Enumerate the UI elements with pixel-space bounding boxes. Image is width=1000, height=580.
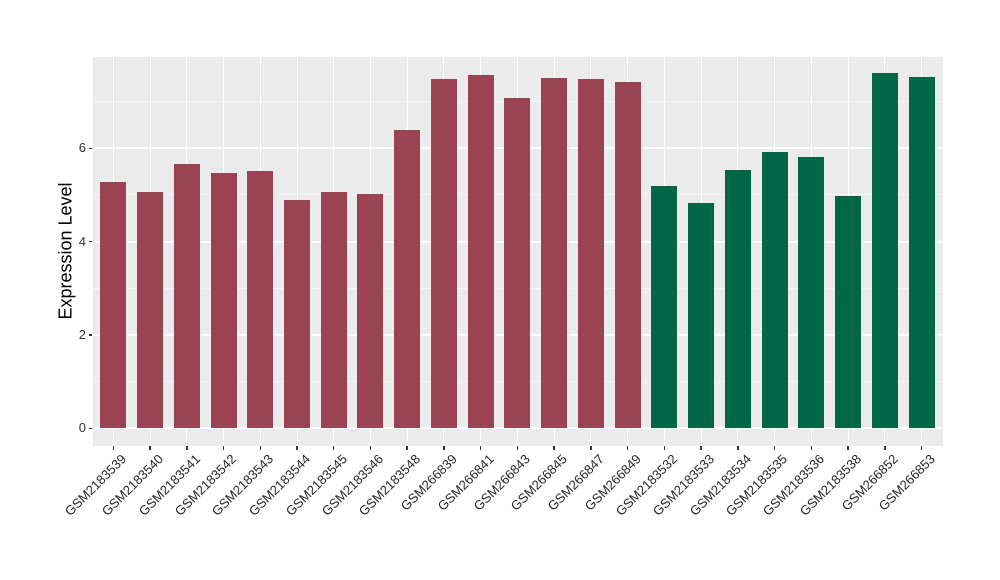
y-tick-mark xyxy=(88,334,92,336)
x-tick-mark xyxy=(369,446,372,450)
x-tick-mark xyxy=(737,446,739,450)
x-tick-mark xyxy=(112,446,115,450)
y-tick-mark xyxy=(88,240,92,243)
x-tick-mark xyxy=(332,446,335,450)
bar-GSM2183534 xyxy=(724,170,751,429)
y-tick-label: 0 xyxy=(78,420,86,436)
x-tick-mark xyxy=(810,446,813,450)
major-gridline xyxy=(93,427,943,430)
x-tick-mark xyxy=(920,446,923,450)
bar-GSM2183546 xyxy=(357,194,384,429)
x-tick-mark xyxy=(222,446,225,450)
x-tick-mark xyxy=(443,446,445,450)
y-tick-mark xyxy=(88,147,92,150)
y-tick-label: 4 xyxy=(78,233,86,249)
bar-GSM2183536 xyxy=(798,156,825,429)
bar-GSM2183548 xyxy=(394,130,421,429)
bar-GSM266839 xyxy=(430,79,457,429)
x-tick-mark xyxy=(259,446,261,450)
x-tick-mark xyxy=(516,446,519,450)
x-tick-mark xyxy=(590,446,592,450)
x-tick-mark xyxy=(149,446,151,450)
bar-GSM266843 xyxy=(504,98,531,429)
plot-panel xyxy=(93,57,943,446)
bar-GSM2183544 xyxy=(284,200,310,429)
y-tick-mark xyxy=(88,427,92,430)
bar-GSM2183541 xyxy=(173,164,200,429)
x-tick-mark xyxy=(700,446,702,450)
x-tick-mark xyxy=(406,446,408,450)
bar-GSM266853 xyxy=(908,76,935,429)
bar-GSM266841 xyxy=(467,75,494,429)
bar-GSM2183545 xyxy=(320,192,347,429)
bar-GSM2183533 xyxy=(688,203,715,429)
bar-GSM2183540 xyxy=(137,191,164,429)
x-tick-mark xyxy=(186,446,188,450)
bar-GSM266845 xyxy=(541,77,568,429)
x-tick-mark xyxy=(663,446,666,450)
bar-GSM2183538 xyxy=(835,195,862,429)
bar-GSM2183539 xyxy=(100,181,127,429)
bar-GSM2183532 xyxy=(651,186,678,429)
x-tick-mark xyxy=(847,446,849,450)
x-tick-mark xyxy=(479,446,482,450)
x-tick-mark xyxy=(773,446,776,450)
bar-GSM2183535 xyxy=(761,152,788,429)
bar-GSM2183542 xyxy=(210,173,237,429)
bar-GSM266852 xyxy=(871,73,898,429)
y-axis-title: Expression Level xyxy=(55,182,76,320)
x-tick-mark xyxy=(884,446,886,450)
bar-GSM2183543 xyxy=(247,171,274,429)
y-tick-label: 2 xyxy=(78,326,86,342)
y-tick-label: 6 xyxy=(78,140,86,156)
bar-GSM266849 xyxy=(614,82,641,429)
bar-GSM266847 xyxy=(577,78,604,429)
x-tick-mark xyxy=(553,446,555,450)
x-tick-mark xyxy=(626,446,629,450)
x-tick-mark xyxy=(296,446,298,450)
